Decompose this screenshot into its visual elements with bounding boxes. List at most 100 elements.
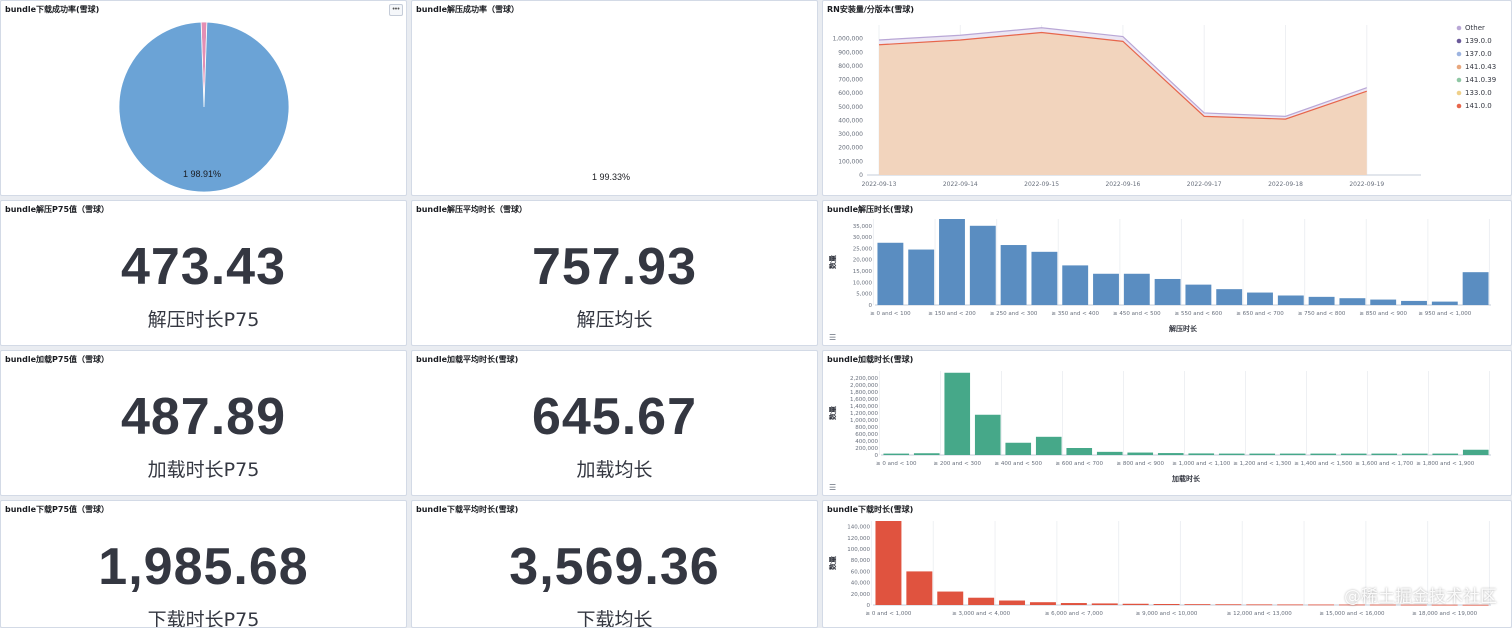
bar: [1123, 273, 1150, 305]
panel-title: bundle下载平均时长(雪球): [416, 505, 519, 514]
bar: [1031, 251, 1058, 305]
legend-label: 141.0.39: [1465, 76, 1496, 84]
metric-value: 757.93: [531, 238, 698, 296]
metric-label: 加载时长P75: [147, 459, 260, 481]
y-tick-label: 35,000: [853, 224, 873, 230]
metric-label: 解压均长: [576, 309, 653, 331]
bar: [1184, 604, 1211, 605]
bar: [1060, 603, 1087, 605]
legend-toggle-icon[interactable]: ☰: [829, 483, 837, 492]
bar: [1279, 453, 1306, 455]
bar: [1029, 602, 1056, 605]
x-tick-label: ≥ 800 and < 900: [1116, 461, 1164, 467]
pie-slice-label: 1 99.33%: [592, 172, 631, 182]
bar: [1093, 273, 1119, 305]
y-tick-label: 80,000: [851, 558, 871, 564]
panel-title: bundle加载P75值（雪球）: [5, 355, 110, 364]
x-tick-label: ≥ 650 and < 700: [1236, 311, 1284, 317]
panel-title: bundle解压P75值（雪球）: [5, 205, 110, 214]
y-tick-label: 5,000: [856, 292, 872, 298]
x-tick-label: ≥ 850 and < 900: [1359, 311, 1407, 317]
x-tick-label: 2022-09-13: [862, 181, 897, 188]
bar: [969, 225, 996, 305]
y-tick-label: 40,000: [851, 581, 871, 587]
panel-title: bundle加载平均时长(雪球): [416, 355, 519, 364]
bar: [1369, 604, 1396, 606]
x-tick-label: ≥ 0 and < 100: [870, 311, 911, 317]
bar: [1431, 301, 1458, 305]
panel-title: bundle解压时长(雪球): [827, 205, 914, 214]
y-tick-label: 30,000: [853, 235, 873, 241]
bar: [1218, 453, 1245, 455]
y-tick-label: 0: [867, 603, 871, 609]
bar: [1340, 453, 1367, 455]
bar-chart: 0 20,000 40,000 60,000 80,000 100,000 120,000 1…: [828, 521, 1491, 617]
panel-title: bundle下载时长(雪球): [827, 505, 914, 514]
bar: [937, 591, 964, 605]
bar: [999, 600, 1026, 605]
x-tick-label: ≥ 6,000 and < 7,000: [1045, 611, 1104, 617]
panel-unzip-avg: bundle解压平均时长（雪球） 757.93 解压均长: [411, 200, 818, 346]
bar: [1005, 442, 1032, 455]
y-tick-label: 1,000,000: [832, 36, 863, 43]
panel-title: bundle加载时长(雪球): [827, 355, 914, 364]
bar: [968, 597, 995, 605]
y-tick-label: 700,000: [838, 77, 863, 84]
panel-title: RN安装量/分版本(雪球): [827, 5, 915, 14]
bar: [1462, 449, 1489, 455]
x-tick-label: 2022-09-16: [1105, 181, 1140, 188]
bar: [1371, 453, 1398, 455]
y-tick-label: 200,000: [838, 145, 863, 152]
bar: [1277, 604, 1304, 606]
y-tick-label: 140,000: [847, 525, 870, 531]
bar: [1308, 296, 1335, 305]
y-tick-label: 400,000: [838, 117, 863, 124]
bar: [1310, 453, 1337, 455]
legend-label: Other: [1465, 24, 1485, 32]
bar: [1462, 604, 1489, 606]
bar: [1185, 284, 1212, 305]
x-axis-label: 解压时长: [1169, 324, 1198, 333]
panel-download-p75: bundle下载P75值（雪球） 1,985.68 下载时长P75: [0, 500, 407, 628]
bar: [883, 453, 910, 455]
bar: [1153, 603, 1180, 605]
panel-title: bundle解压平均时长（雪球）: [416, 205, 528, 214]
bar: [1122, 603, 1149, 605]
y-tick-label: 2,200,000: [850, 376, 878, 382]
x-tick-label: ≥ 950 and < 1,000: [1418, 311, 1471, 317]
legend-label: 133.0.0: [1465, 89, 1492, 97]
bar: [1431, 604, 1458, 606]
ellipsis-icon[interactable]: •••: [389, 4, 403, 16]
x-tick-label: 2022-09-19: [1349, 181, 1384, 188]
y-tick-label: 500,000: [838, 104, 863, 111]
y-tick-label: 100,000: [847, 547, 870, 553]
x-tick-label: 2022-09-18: [1268, 181, 1303, 188]
y-axis-label: 数量: [828, 406, 837, 420]
panel-title: bundle下载P75值（雪球）: [5, 505, 110, 514]
bar: [1401, 300, 1427, 305]
metric-label: 下载均长: [576, 609, 653, 628]
legend-toggle-icon[interactable]: ☰: [829, 333, 837, 342]
x-axis-label: 加载时长: [1171, 474, 1201, 483]
x-tick-label: 2022-09-15: [1024, 181, 1059, 188]
area-chart: 0 100,000 200,000 300,000 400,000 500,000 600,…: [832, 24, 1496, 188]
legend-dot: [1456, 64, 1462, 70]
x-tick-label: ≥ 1,000 and < 1,100: [1172, 461, 1231, 467]
watermark: @稀土掘金技术社区: [1344, 587, 1497, 607]
x-tick-label: ≥ 150 and < 200: [928, 311, 976, 317]
metric-label: 加载均长: [576, 459, 653, 481]
x-tick-label: ≥ 0 and < 1,000: [866, 611, 912, 617]
panel-load-hist: bundle加载时长(雪球) 0 200,000 400,000 600,000 800…: [822, 350, 1512, 496]
y-tick-label: 1,000,000: [850, 418, 878, 424]
y-tick-label: 200,000: [855, 446, 878, 452]
bar: [1247, 292, 1273, 305]
x-tick-label: ≥ 550 and < 600: [1175, 311, 1223, 317]
bar: [877, 242, 904, 305]
bar: [974, 414, 1001, 455]
metric-value: 1,985.68: [98, 538, 309, 596]
panel-title: bundle解压成功率（雪球）: [416, 5, 520, 14]
metric-value: 473.43: [120, 238, 287, 296]
bar: [906, 571, 933, 605]
panel-load-p75: bundle加载P75值（雪球） 487.89 加载时长P75: [0, 350, 407, 496]
bar: [1401, 453, 1428, 455]
